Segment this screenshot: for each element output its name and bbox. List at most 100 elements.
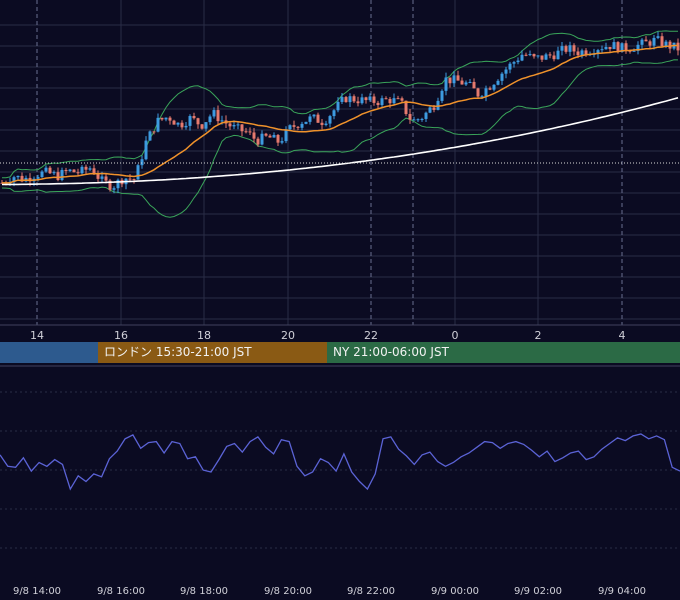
- price-x-tick-label: 16: [114, 329, 128, 342]
- candle-body: [360, 97, 364, 104]
- candle-body: [576, 51, 580, 56]
- candle-body: [616, 42, 620, 53]
- bollinger-upper: [2, 30, 678, 179]
- candle-body: [668, 41, 672, 49]
- candle-body: [232, 125, 236, 127]
- candle-body: [432, 107, 436, 110]
- candle-body: [508, 63, 512, 70]
- candle-body: [428, 107, 432, 113]
- candle-body: [624, 43, 628, 51]
- candle-body: [136, 165, 140, 180]
- time-x-tick-label: 9/8 16:00: [97, 586, 145, 597]
- candle-body: [376, 102, 380, 106]
- candle-body: [644, 39, 648, 42]
- candle-body: [368, 96, 372, 101]
- candle-body: [48, 167, 52, 174]
- price-x-tick-label: 4: [619, 329, 626, 342]
- candle-body: [156, 117, 160, 132]
- candle-body: [44, 167, 48, 172]
- candle-body: [212, 110, 216, 117]
- candle-body: [148, 131, 152, 141]
- candle-body: [96, 174, 100, 179]
- candle-body: [536, 55, 540, 57]
- candle-body: [60, 169, 64, 181]
- candle-body: [500, 73, 504, 81]
- candle-body: [180, 122, 184, 128]
- candle-body: [560, 46, 564, 51]
- time-x-axis-ticks: 9/8 14:00 9/8 16:00 9/8 18:00 9/8 20:00 9/8 …: [13, 586, 646, 597]
- candle-body: [580, 50, 584, 56]
- candle-body: [612, 42, 616, 50]
- candle-body: [600, 49, 604, 51]
- candle-body: [396, 98, 400, 100]
- candle-body: [468, 81, 472, 83]
- candle-body: [572, 45, 576, 52]
- candle-body: [128, 178, 132, 180]
- candle-body: [188, 116, 192, 126]
- candle-body: [324, 123, 328, 125]
- price-x-tick-label: 2: [535, 329, 542, 342]
- candle-body: [12, 177, 16, 183]
- candle-body: [164, 117, 168, 120]
- candle-body: [168, 117, 172, 121]
- candle-body: [288, 125, 292, 130]
- price-x-tick-label: 18: [197, 329, 211, 342]
- candle-body: [408, 114, 412, 120]
- candle-body: [340, 97, 344, 102]
- candlestick-series: [0, 31, 680, 194]
- session-london: ロンドン 15:30-21:00 JST: [98, 342, 327, 363]
- oscillator-series: [0, 433, 680, 491]
- oscillator-gridlines: [0, 391, 680, 549]
- candle-body: [312, 114, 316, 117]
- candle-body: [300, 123, 304, 128]
- candle-body: [392, 98, 396, 104]
- candle-body: [676, 42, 680, 51]
- candle-body: [620, 43, 624, 53]
- price-gridlines: [0, 24, 680, 320]
- candle-body: [656, 36, 660, 38]
- candle-body: [472, 81, 476, 89]
- candle-body: [280, 141, 284, 143]
- candle-body: [632, 50, 636, 52]
- candle-body: [132, 179, 136, 181]
- moving-average-slow: [2, 97, 679, 186]
- candle-body: [348, 96, 352, 103]
- candle-body: [440, 90, 444, 101]
- candle-body: [596, 50, 600, 54]
- candle-body: [328, 116, 332, 124]
- candle-body: [480, 96, 484, 98]
- candle-body: [112, 188, 116, 190]
- oscillator-line: [0, 433, 680, 491]
- candle-body: [552, 55, 556, 60]
- candle-body: [104, 176, 108, 181]
- candle-body: [336, 101, 340, 111]
- candle-body: [160, 117, 164, 120]
- candle-body: [356, 101, 360, 104]
- candle-body: [516, 60, 520, 63]
- candle-body: [72, 169, 76, 173]
- candle-body: [344, 97, 348, 103]
- price-x-tick-label: 0: [452, 329, 459, 342]
- candle-body: [492, 84, 496, 90]
- price-x-tick-label: 22: [364, 329, 378, 342]
- candle-body: [532, 54, 536, 57]
- candle-body: [248, 131, 252, 133]
- candle-body: [648, 41, 652, 46]
- candle-body: [256, 138, 260, 145]
- candle-body: [332, 110, 336, 117]
- candle-body: [584, 50, 588, 55]
- candle-body: [192, 116, 196, 119]
- time-x-tick-label: 9/8 20:00: [264, 586, 312, 597]
- candle-body: [352, 96, 356, 102]
- time-x-tick-label: 9/9 04:00: [598, 586, 646, 597]
- candle-body: [628, 50, 632, 52]
- candle-body: [284, 129, 288, 142]
- candle-body: [196, 118, 200, 125]
- time-x-tick-label: 9/8 18:00: [180, 586, 228, 597]
- candle-body: [504, 69, 508, 74]
- candle-body: [216, 110, 220, 122]
- time-x-tick-label: 9/8 14:00: [13, 586, 61, 597]
- candle-body: [400, 98, 404, 101]
- candle-body: [556, 50, 560, 60]
- candle-body: [76, 172, 80, 174]
